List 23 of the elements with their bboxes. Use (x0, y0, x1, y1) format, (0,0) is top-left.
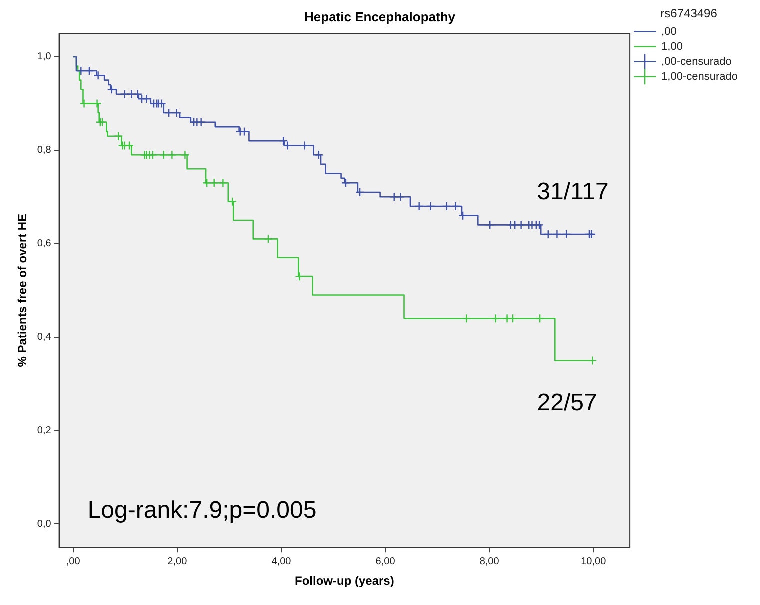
x-tick-label: ,00 (66, 556, 81, 568)
x-tick-label: 10,00 (581, 556, 607, 568)
legend-label: ,00 (662, 26, 677, 38)
y-tick-label: 1,0 (37, 52, 52, 63)
y-axis-title: % Patients free of overt HE (16, 214, 30, 368)
x-axis-title: Follow-up (years) (295, 574, 394, 588)
legend-label: 1,00-censurado (662, 70, 738, 83)
y-tick-label: 0,2 (37, 426, 52, 437)
annotation: Log-rank:7.9;p=0.005 (88, 497, 317, 524)
y-tick-label: 0,0 (37, 518, 52, 530)
annotation: 31/117 (537, 178, 609, 206)
annotation: 22/57 (537, 389, 598, 416)
x-tick-label: 8,00 (480, 556, 500, 568)
legend-label: ,00-censurado (662, 56, 732, 68)
x-tick-label: 4,00 (272, 556, 292, 568)
y-tick-label: 0,6 (37, 238, 52, 250)
y-tick-label: 0,8 (37, 145, 52, 156)
legend-label: 1,00 (662, 40, 683, 53)
legend-title: rs6743496 (660, 6, 718, 20)
chart-title: Hepatic Encephalopathy (304, 9, 456, 24)
x-tick-label: 2,00 (168, 556, 188, 568)
y-tick-label: 0,4 (37, 332, 52, 344)
x-tick-label: 6,00 (376, 556, 396, 568)
